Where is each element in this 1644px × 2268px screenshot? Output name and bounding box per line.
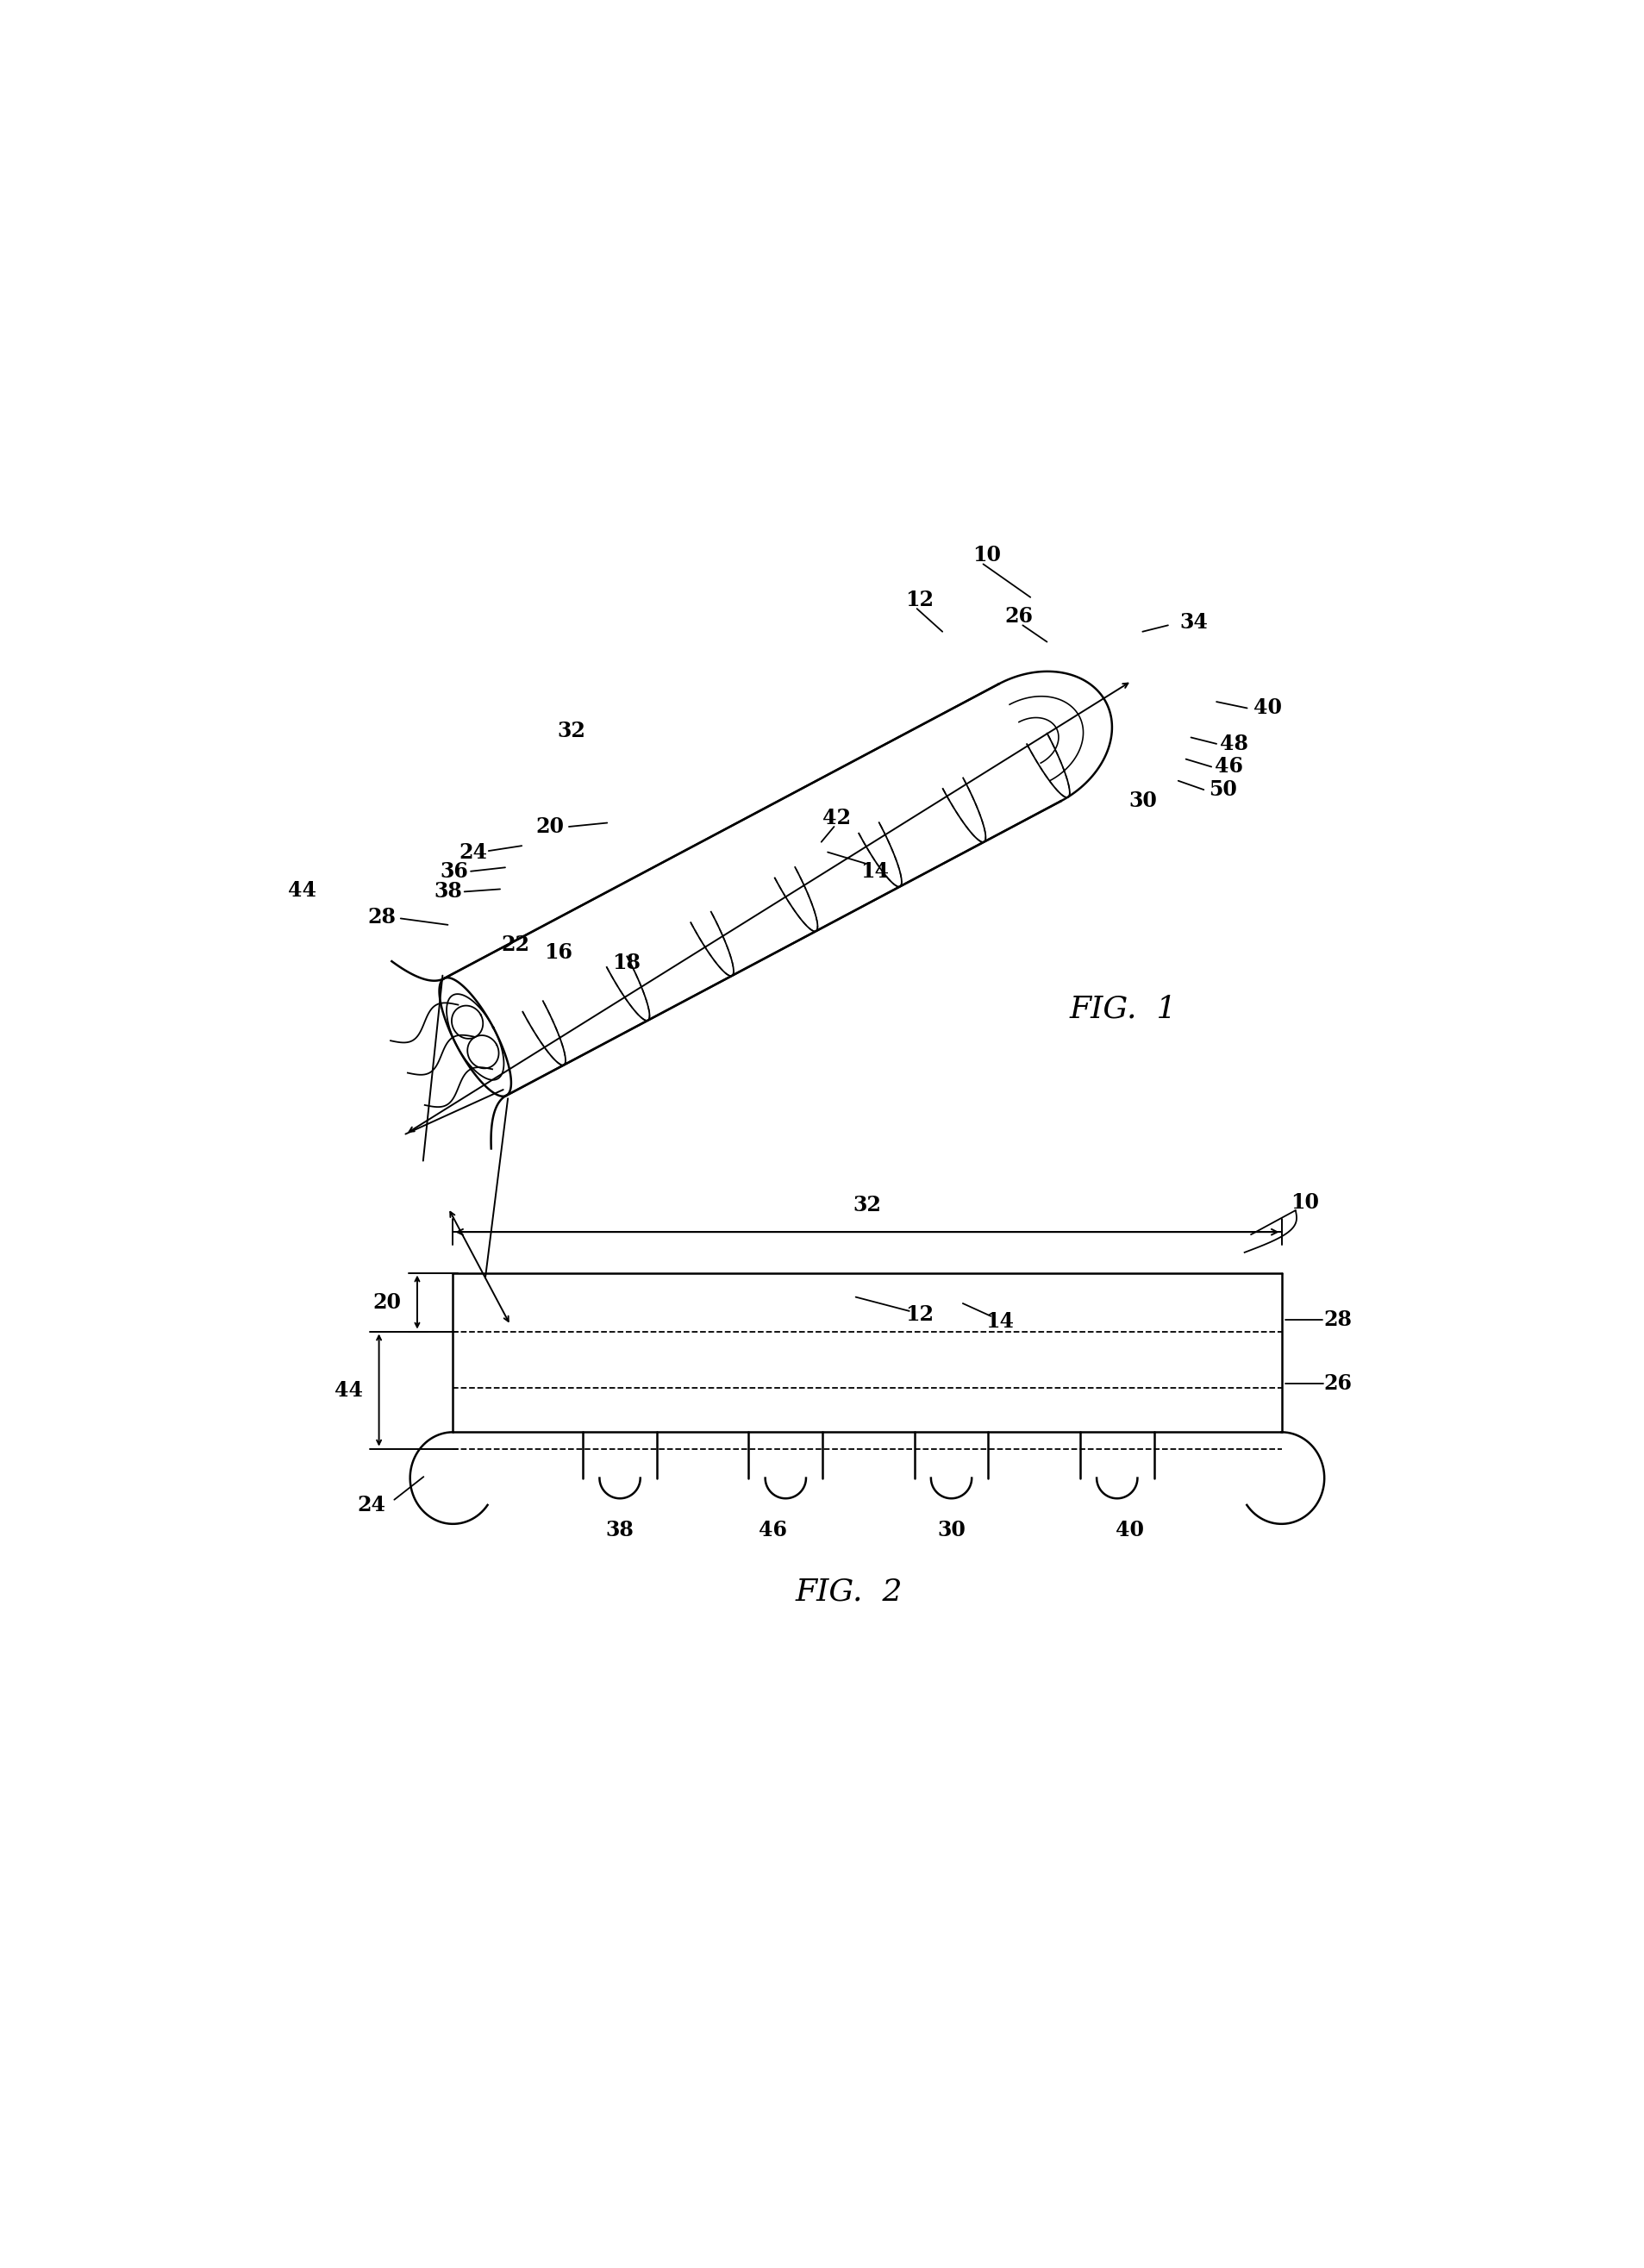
Text: 30: 30 <box>937 1520 965 1540</box>
Text: 22: 22 <box>501 934 529 955</box>
Text: 34: 34 <box>1179 612 1207 633</box>
Text: 46: 46 <box>1215 758 1243 778</box>
Text: 12: 12 <box>904 1304 934 1325</box>
Text: 20: 20 <box>372 1293 401 1313</box>
Text: 50: 50 <box>1208 780 1236 801</box>
Text: 40: 40 <box>1115 1520 1144 1540</box>
Text: 32: 32 <box>853 1195 881 1216</box>
Text: 10: 10 <box>1289 1193 1318 1213</box>
Text: 28: 28 <box>1323 1309 1351 1331</box>
Text: 14: 14 <box>985 1311 1013 1331</box>
Text: FIG.  1: FIG. 1 <box>1069 993 1177 1023</box>
Text: 40: 40 <box>1253 699 1281 719</box>
Text: 18: 18 <box>612 953 640 973</box>
Text: 26: 26 <box>1323 1374 1351 1395</box>
Text: 44: 44 <box>334 1379 362 1399</box>
Text: 48: 48 <box>1220 733 1248 755</box>
Text: 44: 44 <box>288 880 317 900</box>
Text: 42: 42 <box>822 807 850 828</box>
Text: 28: 28 <box>367 907 396 928</box>
Text: 24: 24 <box>357 1495 385 1515</box>
Text: 46: 46 <box>758 1520 787 1540</box>
Text: 24: 24 <box>459 841 487 862</box>
Text: 38: 38 <box>434 882 462 903</box>
Text: FIG.  2: FIG. 2 <box>796 1576 903 1606</box>
Text: 38: 38 <box>605 1520 633 1540</box>
Text: 12: 12 <box>904 590 934 610</box>
Text: 30: 30 <box>1128 792 1156 812</box>
Text: 20: 20 <box>536 816 564 837</box>
Text: 10: 10 <box>972 544 1001 565</box>
Text: 32: 32 <box>557 721 585 742</box>
Text: 14: 14 <box>860 862 889 882</box>
Text: 26: 26 <box>1004 606 1032 626</box>
Text: 36: 36 <box>441 862 469 882</box>
Text: 16: 16 <box>544 943 572 964</box>
